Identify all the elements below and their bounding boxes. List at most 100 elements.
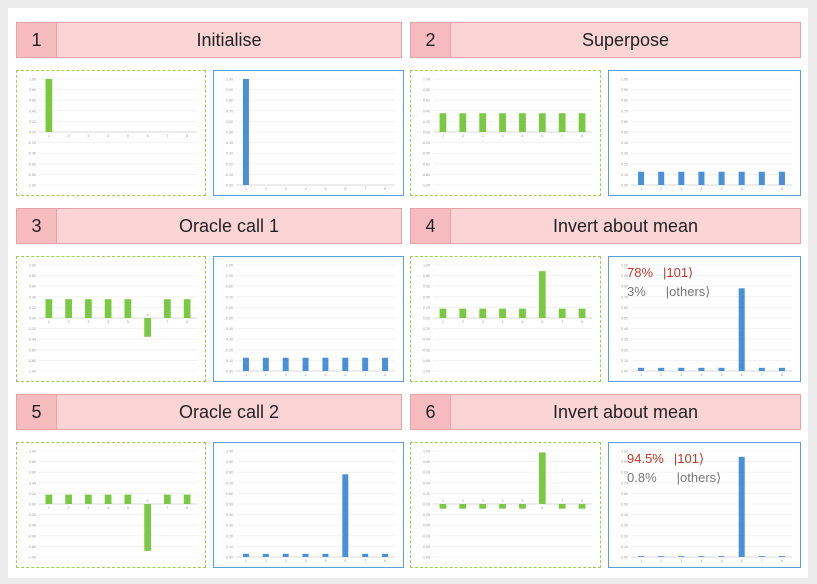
step-2-header: 2 Superpose xyxy=(410,22,801,58)
x-tick-label: 6 xyxy=(344,559,346,563)
x-tick-label: 2 xyxy=(265,559,267,563)
bar xyxy=(558,504,566,509)
x-tick-label: 5 xyxy=(127,134,129,138)
y-tick-label: 0.30 xyxy=(621,524,628,528)
y-tick-label: 0.70 xyxy=(621,295,628,299)
x-tick-label: 1 xyxy=(48,506,50,510)
bar xyxy=(638,556,645,557)
step-3-probability-chart: 1.00 0.90 0.80 0.70 0.60 0.50 0.40 0.30 0.20 0.10… xyxy=(213,256,404,382)
y-tick-label: 0.60 xyxy=(29,471,36,475)
x-tick-label: 3 xyxy=(680,187,682,191)
x-tick-label: 6 xyxy=(541,134,543,138)
bar xyxy=(439,504,447,509)
x-tick-label: 7 xyxy=(166,506,168,510)
y-tick-label: 0.00 xyxy=(621,370,628,374)
bar xyxy=(45,299,53,318)
step-number: 3 xyxy=(17,209,57,243)
y-tick-label: -0.20 xyxy=(28,327,36,331)
y-tick-label: 0.20 xyxy=(226,534,233,538)
x-tick-label: 1 xyxy=(442,134,444,138)
step-number: 5 xyxy=(17,395,57,429)
x-tick-label: 8 xyxy=(186,320,188,324)
y-tick-label: -0.80 xyxy=(422,545,430,549)
y-tick-label: 0.60 xyxy=(226,120,233,124)
y-tick-label: -0.80 xyxy=(28,173,36,177)
y-tick-label: -0.60 xyxy=(422,534,430,538)
x-tick-label: 2 xyxy=(265,187,267,191)
bar xyxy=(124,494,132,504)
x-tick-label: 8 xyxy=(384,559,386,563)
y-tick-label: 0.20 xyxy=(29,492,36,496)
bar xyxy=(362,553,369,557)
x-tick-label: 8 xyxy=(781,373,783,377)
x-tick-label: 5 xyxy=(721,559,723,563)
bar xyxy=(382,357,389,371)
bar xyxy=(698,367,705,371)
y-tick-label: -0.60 xyxy=(28,348,36,352)
x-tick-label: 3 xyxy=(482,499,484,503)
x-tick-label: 2 xyxy=(462,134,464,138)
x-tick-label: 4 xyxy=(305,559,307,563)
y-tick-label: -0.80 xyxy=(422,359,430,363)
y-tick-label: 1.00 xyxy=(621,78,628,82)
bar xyxy=(558,113,566,132)
y-tick-label: 0.50 xyxy=(621,317,628,321)
step-number: 6 xyxy=(411,395,451,429)
y-tick-label: -0.20 xyxy=(422,327,430,331)
bar xyxy=(262,553,269,557)
x-tick-label: 1 xyxy=(48,320,50,324)
x-tick-label: 4 xyxy=(700,187,702,191)
x-tick-label: 4 xyxy=(305,187,307,191)
bar-chart: 1.00 0.90 0.80 0.70 0.60 0.50 0.40 0.30 0.20 0.10… xyxy=(226,450,395,563)
y-tick-label: 0.40 xyxy=(29,481,36,485)
y-tick-label: 0.60 xyxy=(226,492,233,496)
y-tick-label: 0.40 xyxy=(423,481,430,485)
y-tick-label: 0.00 xyxy=(29,503,36,507)
bar xyxy=(738,288,745,371)
bar xyxy=(479,504,487,509)
y-tick-label: 1.00 xyxy=(29,78,36,82)
bar xyxy=(479,308,487,318)
x-tick-label: 7 xyxy=(364,187,366,191)
y-tick-label: -0.60 xyxy=(422,162,430,166)
x-tick-label: 2 xyxy=(462,320,464,324)
bar-chart: 1.00 0.80 0.60 0.40 0.20 0.00 -0.20 -0.40 -0.60 -… xyxy=(28,264,197,374)
y-tick-label: 0.10 xyxy=(621,545,628,549)
y-tick-label: -0.80 xyxy=(28,359,36,363)
target-state-label: |101⟩ xyxy=(673,451,705,466)
x-tick-label: 5 xyxy=(127,506,129,510)
x-tick-label: 7 xyxy=(364,559,366,563)
bar xyxy=(778,556,785,557)
bar xyxy=(578,308,586,318)
y-tick-label: 0.40 xyxy=(423,295,430,299)
y-tick-label: 0.20 xyxy=(226,162,233,166)
y-tick-label: -0.40 xyxy=(28,524,36,528)
y-tick-label: 0.60 xyxy=(621,492,628,496)
y-tick-label: 0.90 xyxy=(226,460,233,464)
x-tick-label: 2 xyxy=(68,506,70,510)
y-tick-label: -1.00 xyxy=(28,184,36,188)
bar xyxy=(778,171,785,185)
bar xyxy=(322,553,329,557)
step-number: 1 xyxy=(17,23,57,57)
y-tick-label: -0.20 xyxy=(422,141,430,145)
y-tick-label: 0.00 xyxy=(423,503,430,507)
bar xyxy=(104,494,112,504)
bar xyxy=(578,113,586,132)
y-tick-label: 0.20 xyxy=(423,120,430,124)
y-tick-label: 0.50 xyxy=(226,317,233,321)
y-tick-label: 0.00 xyxy=(226,370,233,374)
bar xyxy=(439,308,447,318)
x-tick-label: 4 xyxy=(700,373,702,377)
y-tick-label: 0.70 xyxy=(226,481,233,485)
y-tick-label: 0.00 xyxy=(621,184,628,188)
y-tick-label: 0.20 xyxy=(621,162,628,166)
y-tick-label: 0.30 xyxy=(226,152,233,156)
bar xyxy=(164,494,171,504)
y-tick-label: -1.00 xyxy=(422,184,430,188)
step-2-amplitude-chart: 1.00 0.80 0.60 0.40 0.20 0.00 -0.20 -0.40 -0.60 -… xyxy=(410,70,601,196)
diagram-frame: 1 Initialise 2 Superpose 3 Oracle call 1… xyxy=(8,8,808,578)
y-tick-label: -0.20 xyxy=(422,513,430,517)
bar xyxy=(282,357,289,371)
y-tick-label: 0.30 xyxy=(226,338,233,342)
